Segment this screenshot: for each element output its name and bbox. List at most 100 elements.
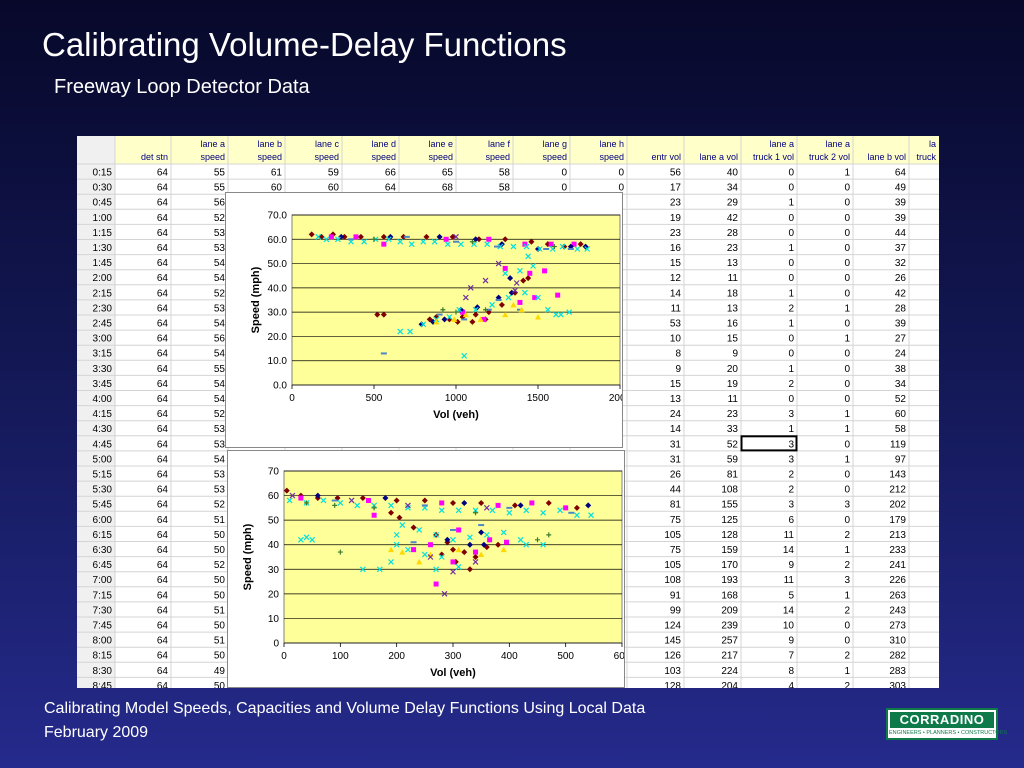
table-cell[interactable]: 15 [727,334,739,345]
table-cell[interactable]: 10 [670,334,682,345]
table-cell[interactable]: 64 [157,590,169,601]
table-cell[interactable]: 9 [675,364,681,375]
table-cell[interactable]: 64 [157,500,169,511]
table-cell[interactable]: 233 [889,545,906,556]
table-cell[interactable]: 209 [721,605,738,616]
table-cell[interactable]: 19 [670,213,682,224]
table-cell[interactable]: 56 [214,198,226,209]
table-cell[interactable]: 64 [157,545,169,556]
table-cell[interactable]: 3 [788,409,794,420]
table-cell[interactable]: 64 [157,364,169,375]
table-cell[interactable]: 27 [895,334,907,345]
table-cell[interactable]: 64 [157,258,169,269]
table-cell[interactable]: 99 [670,605,682,616]
table-cell[interactable]: 26 [670,470,682,481]
table-cell[interactable]: 52 [214,288,226,299]
table-cell[interactable]: 0 [844,636,850,647]
table-cell[interactable]: 1 [844,454,850,465]
table-cell[interactable]: 64 [157,651,169,662]
table-cell[interactable]: 9 [788,560,794,571]
table-cell[interactable]: 128 [721,530,738,541]
table-cell[interactable]: 59 [328,168,340,179]
table-cell[interactable]: 11 [784,575,795,586]
table-cell[interactable]: 14 [670,424,682,435]
table-cell[interactable]: 55 [214,168,226,179]
table-cell[interactable]: 64 [157,273,169,284]
table-cell[interactable]: 23 [727,243,739,254]
table-cell[interactable]: 26 [895,273,907,284]
table-cell[interactable]: 64 [157,409,169,420]
table-cell[interactable]: 126 [664,651,681,662]
table-cell[interactable]: 64 [157,530,169,541]
table-cell[interactable]: 14 [670,288,682,299]
table-cell[interactable]: 66 [385,168,397,179]
table-cell[interactable]: 1 [844,590,850,601]
table-cell[interactable]: 0 [788,258,794,269]
table-cell[interactable]: 0 [788,273,794,284]
table-cell[interactable]: 0 [844,243,850,254]
table-cell[interactable]: 239 [721,621,738,632]
table-cell[interactable]: 2 [788,485,794,496]
table-cell[interactable]: 168 [721,590,738,601]
table-cell[interactable]: 17 [670,183,682,194]
table-cell[interactable]: 38 [895,364,907,375]
table-cell[interactable]: 42 [727,213,739,224]
table-cell[interactable]: 204 [721,681,738,688]
table-cell[interactable]: 64 [157,319,169,330]
table-cell[interactable]: 81 [670,500,682,511]
table-cell[interactable]: 44 [670,485,682,496]
table-cell[interactable]: 159 [721,545,738,556]
table-cell[interactable]: 33 [727,424,739,435]
table-cell[interactable]: 51 [214,605,226,616]
table-cell[interactable]: 105 [664,560,681,571]
chart-volume-speed-2[interactable]: 0 10 20 30 40 50 60 70 0 100 200 300 400 500 600 Vol (v… [227,450,625,688]
table-cell[interactable]: 61 [271,168,283,179]
table-cell[interactable]: 14 [783,605,795,616]
table-cell[interactable]: 212 [889,485,906,496]
table-cell[interactable]: 241 [889,560,906,571]
table-cell[interactable]: 54 [214,394,226,405]
table-cell[interactable]: 0 [844,379,850,390]
table-cell[interactable]: 64 [157,605,169,616]
table-cell[interactable]: 11 [728,394,739,405]
table-cell[interactable]: 0 [844,621,850,632]
table-cell[interactable]: 52 [214,213,226,224]
table-cell[interactable]: 2 [844,605,850,616]
table-cell[interactable]: 310 [889,636,906,647]
table-cell[interactable]: 3 [788,454,794,465]
table-cell[interactable]: 0 [788,228,794,239]
table-cell[interactable]: 202 [889,500,906,511]
table-cell[interactable]: 52 [214,409,226,420]
table-cell[interactable]: 0 [844,394,850,405]
table-cell[interactable]: 53 [214,303,226,314]
table-cell[interactable]: 16 [670,243,682,254]
table-cell[interactable]: 50 [214,681,226,688]
table-cell[interactable]: 0 [844,183,850,194]
table-cell[interactable]: 155 [721,500,738,511]
table-cell[interactable]: 64 [157,424,169,435]
table-cell[interactable]: 49 [895,183,907,194]
table-cell[interactable]: 64 [157,168,169,179]
table-cell[interactable]: 54 [214,273,226,284]
table-cell[interactable]: 283 [889,666,906,677]
table-cell[interactable]: 32 [895,258,907,269]
table-cell[interactable]: 56 [670,168,682,179]
table-cell[interactable]: 64 [157,349,169,360]
table-cell[interactable]: 64 [157,334,169,345]
table-cell[interactable]: 224 [721,666,738,677]
table-cell[interactable]: 3 [788,500,794,511]
table-cell[interactable]: 11 [784,530,795,541]
table-cell[interactable]: 59 [727,454,739,465]
table-cell[interactable]: 14 [783,545,795,556]
table-cell[interactable]: 0 [844,213,850,224]
table-cell[interactable]: 64 [157,666,169,677]
table-cell[interactable]: 0 [618,183,624,194]
table-cell[interactable]: 29 [727,198,739,209]
table-cell[interactable]: 44 [895,228,907,239]
table-cell[interactable]: 0 [788,334,794,345]
table-cell[interactable]: 23 [670,198,682,209]
table-cell[interactable]: 58 [895,424,907,435]
table-cell[interactable]: 54 [214,379,226,390]
table-cell[interactable]: 2 [788,303,794,314]
table-cell[interactable]: 2 [788,470,794,481]
